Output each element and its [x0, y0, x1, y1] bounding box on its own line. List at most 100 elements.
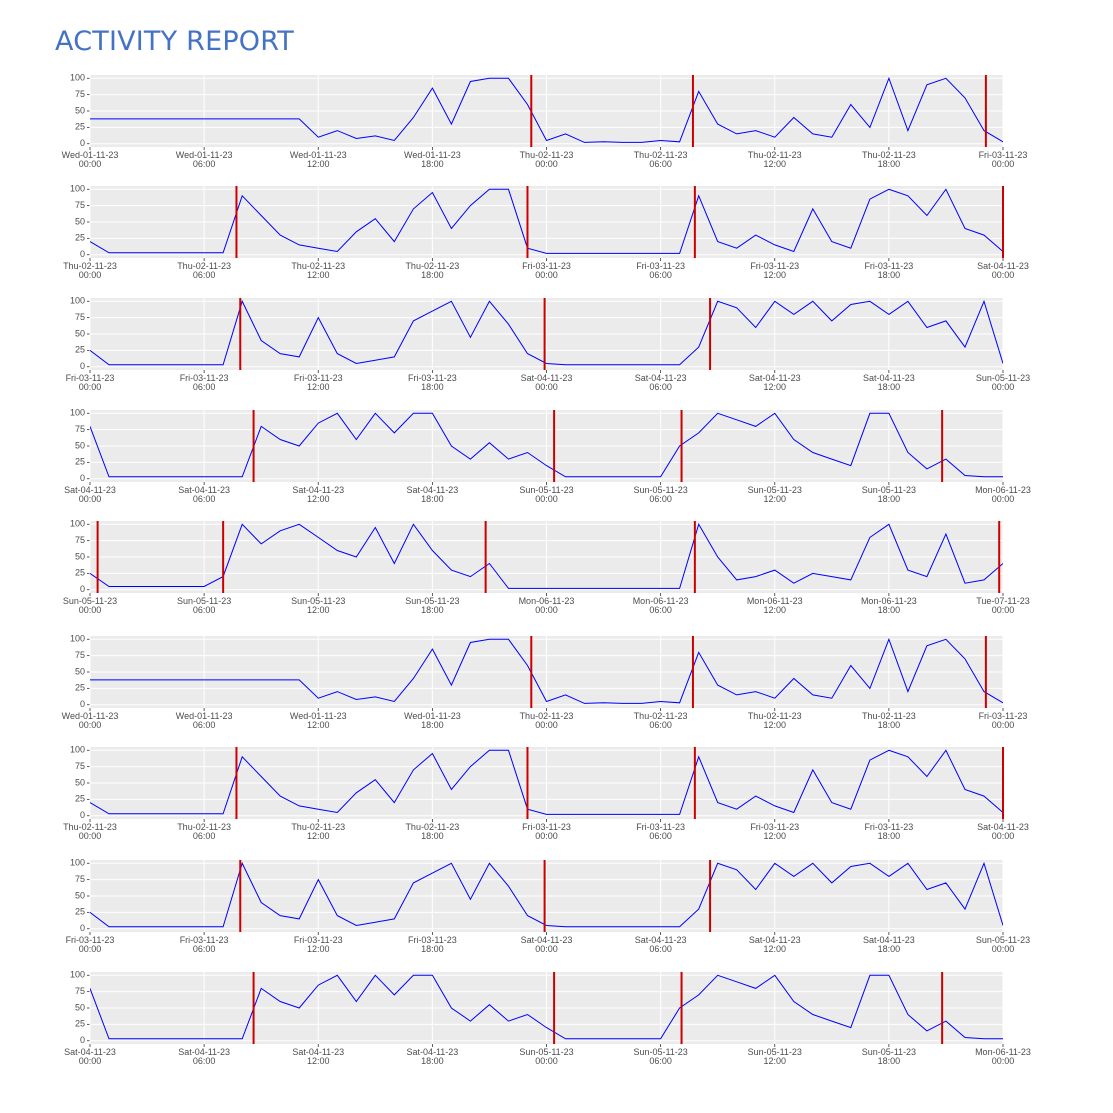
activity-line [90, 188, 1003, 254]
x-tick-label: Fri-03-11-23 18:00 [864, 261, 914, 280]
x-tick-label: Sat-04-11-23 12:00 [748, 373, 801, 392]
activity-line [90, 974, 1003, 1040]
x-tick-label: Thu-02-11-23 12:00 [747, 150, 802, 169]
y-tick-label: 50 [75, 105, 85, 115]
panel: 0 25 50 75 100 [70, 73, 1004, 150]
y-tick-label: 75 [75, 200, 85, 210]
x-tick-label: Wed-01-11-23 00:00 [61, 150, 119, 169]
y-tick-label: 0 [80, 699, 85, 709]
x-tick-label: Sat-04-11-23 12:00 [292, 1047, 345, 1066]
x-tick-label: Thu-02-11-23 00:00 [519, 711, 574, 730]
x-tick-label: Thu-02-11-23 00:00 [519, 150, 574, 169]
x-tick-label: Mon-06-11-23 18:00 [860, 596, 917, 615]
activity-line [90, 412, 1003, 478]
x-tick-label: Sun-05-11-23 06:00 [633, 485, 688, 504]
y-tick-label: 0 [80, 138, 85, 148]
y-tick-label: 50 [75, 216, 85, 226]
activity-line [90, 637, 1003, 704]
x-tick-label: Fri-03-11-23 18:00 [407, 373, 457, 392]
x-tick-label: Sat-04-11-23 12:00 [748, 935, 801, 954]
y-tick-label: 50 [75, 777, 85, 787]
y-tick-label: 50 [75, 666, 85, 676]
y-tick-label: 50 [75, 440, 85, 450]
x-tick-label: Wed-01-11-23 06:00 [175, 711, 233, 730]
x-tick-label: Sat-04-11-23 00:00 [520, 373, 573, 392]
y-tick-label: 25 [75, 907, 85, 917]
x-tick-label: Thu-02-11-23 06:00 [177, 261, 232, 280]
y-tick-label: 25 [75, 345, 85, 355]
y-tick-label: 50 [75, 890, 85, 900]
y-tick-label: 75 [75, 535, 85, 545]
panel: 0 25 50 75 100 [70, 184, 1004, 261]
x-tick-label: Sat-04-11-23 00:00 [64, 1047, 116, 1066]
x-tick-label: Thu-02-11-23 00:00 [63, 822, 117, 841]
panel: 0 25 50 75 100 [70, 745, 1004, 822]
x-tick-label: Sun-05-11-23 12:00 [747, 1047, 802, 1066]
panel: 0 25 50 75 100 [70, 858, 1004, 935]
x-tick-label: Wed-01-11-23 18:00 [404, 150, 461, 169]
x-tick-label: Fri-03-11-23 06:00 [179, 935, 229, 954]
x-tick-label: Fri-03-11-23 00:00 [522, 261, 571, 280]
x-tick-label: Thu-02-11-23 12:00 [291, 822, 346, 841]
x-tick-label: Sat-04-11-23 06:00 [634, 935, 687, 954]
y-tick-label: 100 [70, 184, 85, 194]
x-tick-label: Sun-05-11-23 12:00 [747, 485, 802, 504]
x-tick-label: Thu-02-11-23 06:00 [177, 822, 232, 841]
y-tick-label: 100 [70, 73, 85, 83]
x-tick-label: Wed-01-11-23 12:00 [289, 150, 347, 169]
x-tick-label: Sun-05-11-23 12:00 [291, 596, 346, 615]
y-tick-label: 75 [75, 650, 85, 660]
x-tick-label: Thu-02-11-23 00:00 [63, 261, 117, 280]
report-title: ACTIVITY REPORT [55, 26, 294, 57]
y-tick-label: 25 [75, 794, 85, 804]
x-tick-label: Mon-06-11-23 00:00 [518, 596, 575, 615]
x-tick-label: Sat-04-11-23 18:00 [406, 1047, 459, 1066]
y-tick-label: 100 [70, 519, 85, 529]
activity-line [90, 861, 1003, 928]
activity-line [90, 523, 1003, 589]
x-tick-label: Mon-06-11-23 12:00 [746, 596, 803, 615]
x-tick-label: Sun-05-11-23 06:00 [176, 596, 232, 615]
y-tick-label: 75 [75, 761, 85, 771]
x-tick-label: Thu-02-11-23 18:00 [861, 150, 916, 169]
y-tick-label: 0 [80, 361, 85, 371]
x-tick-label: Fri-03-11-23 12:00 [293, 935, 343, 954]
y-tick-label: 75 [75, 874, 85, 884]
x-tick-label: Sun-05-11-23 06:00 [633, 1047, 688, 1066]
y-tick-label: 100 [70, 745, 85, 755]
activity-line [90, 749, 1003, 815]
x-tick-label: Tue-07-11-23 00:00 [976, 596, 1030, 615]
y-tick-label: 75 [75, 89, 85, 99]
panel: 0 25 50 75 100 [70, 408, 1004, 485]
x-tick-label: Sat-04-11-23 00:00 [520, 935, 573, 954]
x-tick-label: Wed-01-11-23 18:00 [404, 711, 461, 730]
x-tick-label: Thu-02-11-23 12:00 [747, 711, 802, 730]
y-tick-label: 25 [75, 457, 85, 467]
y-tick-label: 25 [75, 233, 85, 243]
y-tick-label: 50 [75, 1002, 85, 1012]
x-tick-label: Wed-01-11-23 12:00 [289, 711, 347, 730]
x-tick-label: Sat-04-11-23 18:00 [406, 485, 459, 504]
y-tick-label: 0 [80, 473, 85, 483]
y-tick-label: 100 [70, 858, 85, 868]
x-tick-label: Sat-04-11-23 06:00 [634, 373, 687, 392]
activity-line [90, 299, 1003, 366]
x-tick-label: Wed-01-11-23 00:00 [61, 711, 119, 730]
x-tick-label: Sun-05-11-23 00:00 [519, 1047, 574, 1066]
x-tick-label: Sat-04-11-23 12:00 [292, 485, 345, 504]
x-tick-label: Sat-04-11-23 18:00 [862, 935, 915, 954]
x-tick-label: Sun-05-11-23 18:00 [405, 596, 460, 615]
x-tick-label: Thu-02-11-23 12:00 [291, 261, 346, 280]
x-tick-label: Thu-02-11-23 18:00 [405, 822, 460, 841]
x-tick-label: Sun-05-11-23 18:00 [861, 485, 917, 504]
panel: 0 25 50 75 100 [70, 519, 1004, 596]
y-tick-label: 0 [80, 810, 85, 820]
y-tick-label: 25 [75, 1019, 85, 1029]
x-tick-label: Fri-03-11-23 18:00 [864, 822, 914, 841]
x-tick-label: Fri-03-11-23 00:00 [65, 373, 115, 392]
activity-line [90, 76, 1003, 143]
x-tick-label: Sat-04-11-23 06:00 [178, 485, 231, 504]
y-tick-label: 50 [75, 328, 85, 338]
